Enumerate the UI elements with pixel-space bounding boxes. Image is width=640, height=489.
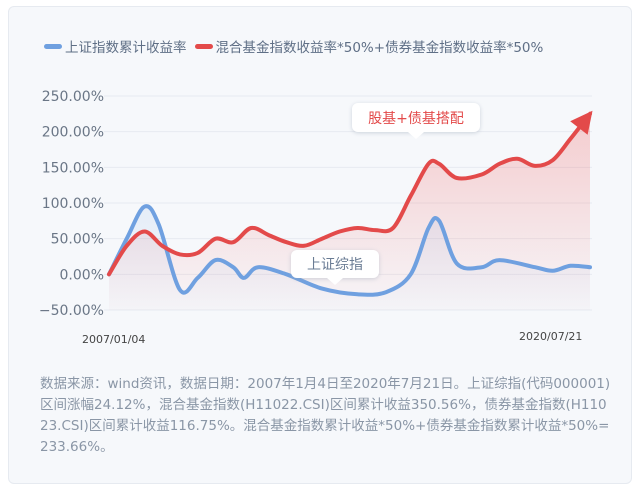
line-shanghai	[107, 204, 592, 297]
arrow-head-icon	[570, 110, 593, 135]
area-mixed	[109, 113, 590, 310]
line-chart: 250.00% 200.00% 150.00% 100.00% 50.00% 0.00% −…	[39, 89, 593, 346]
y-tick-label: 100.00%	[42, 196, 104, 212]
callout-box	[291, 250, 379, 278]
callout-shanghai-text: 上证综指	[307, 257, 363, 273]
y-tick-label: 0.00%	[60, 267, 104, 283]
callout-pointer	[327, 278, 343, 285]
legend-item-shanghai: 上证指数累计收益率	[44, 36, 187, 56]
y-tick-label: 150.00%	[42, 160, 104, 176]
y-tick-label: −50.00%	[39, 303, 104, 319]
legend-swatch-shanghai	[44, 43, 62, 49]
x-end-label: 2020/07/21	[519, 330, 582, 343]
callout-stock-bond-text: 股基+债基搭配	[368, 110, 464, 127]
legend-label-shanghai: 上证指数累计收益率	[65, 40, 187, 56]
callout-box	[352, 103, 480, 132]
series-lines	[107, 111, 592, 297]
series-areas	[109, 113, 590, 310]
legend: 上证指数累计收益率 混合基金指数收益率*50%+债券基金指数收益率*50%	[44, 36, 543, 56]
callout-pointer	[408, 132, 424, 139]
legend-label-mixed: 混合基金指数收益率*50%+债券基金指数收益率*50%	[215, 40, 544, 56]
y-axis: 250.00% 200.00% 150.00% 100.00% 50.00% 0.00% −…	[39, 89, 104, 319]
data-source-note: 数据来源：wind资讯，数据日期：2007年1月4日至2020年7月21日。上证…	[40, 376, 611, 455]
legend-swatch-mixed	[194, 43, 213, 49]
y-tick-label: 200.00%	[42, 125, 104, 141]
callout-shanghai: 上证综指	[291, 250, 379, 285]
x-start-label: 2007/01/04	[82, 333, 145, 346]
callout-stock-bond: 股基+债基搭配	[352, 103, 480, 139]
line-mixed	[107, 111, 592, 277]
y-tick-label: 50.00%	[51, 232, 104, 248]
area-shanghai	[109, 206, 590, 310]
series-arrow	[570, 110, 593, 135]
legend-item-mixed: 混合基金指数收益率*50%+债券基金指数收益率*50%	[194, 36, 544, 56]
y-tick-label: 250.00%	[42, 89, 104, 105]
